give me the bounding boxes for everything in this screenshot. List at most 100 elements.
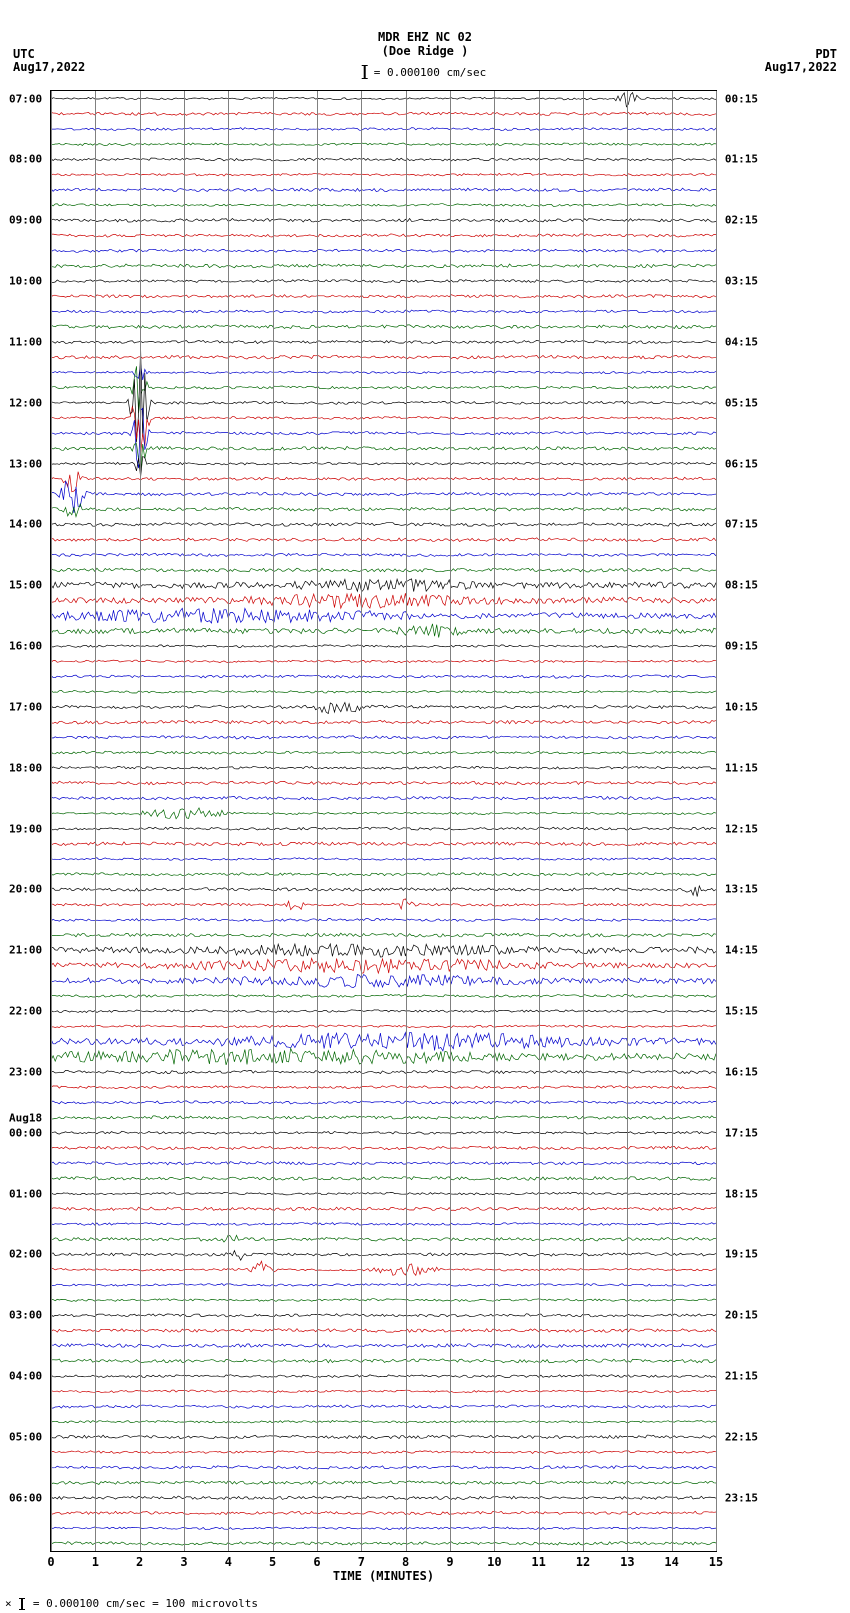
title-line1: MDR EHZ NC 02	[0, 30, 850, 44]
date-right: Aug17,2022	[765, 60, 837, 74]
footer-tick-icon: ×	[5, 1597, 12, 1610]
seismic-trace	[51, 1496, 716, 1500]
x-tick: 11	[531, 1555, 545, 1569]
scale-marker: = 0.000100 cm/sec	[364, 65, 487, 79]
seismic-trace	[51, 975, 716, 988]
y-left-label: 06:00	[9, 1491, 42, 1504]
y-right-label: 12:15	[725, 822, 758, 835]
seismic-trace	[51, 675, 716, 678]
scale-bar-icon	[364, 65, 366, 79]
seismic-trace	[51, 766, 716, 769]
grid-vline	[184, 91, 185, 1551]
seismic-trace	[51, 1207, 716, 1211]
seismic-trace	[51, 1177, 716, 1181]
seismic-trace	[51, 958, 716, 973]
footer-text: = 0.000100 cm/sec = 100 microvolts	[33, 1597, 258, 1610]
grid-vline	[672, 91, 673, 1551]
seismogram-plot: TIME (MINUTES) 012345678910111213141507:…	[50, 90, 717, 1552]
seismic-trace	[51, 310, 716, 313]
seismic-trace	[51, 538, 716, 542]
seismic-trace	[51, 1261, 716, 1275]
seismic-trace	[51, 797, 716, 800]
seismic-trace	[51, 660, 716, 663]
seismic-trace	[51, 219, 716, 223]
seismic-trace	[51, 899, 716, 910]
seismic-trace	[51, 1146, 716, 1149]
seismic-trace	[51, 1116, 716, 1119]
seismic-trace	[51, 720, 716, 724]
seismic-trace	[51, 173, 716, 176]
y-right-label: 07:15	[725, 518, 758, 531]
seismic-trace	[51, 827, 716, 830]
seismic-trace	[51, 1344, 716, 1348]
seismic-trace	[51, 1511, 716, 1514]
timezone-right: PDT	[815, 47, 837, 61]
seismic-trace	[51, 579, 716, 592]
y-right-label: 18:15	[725, 1187, 758, 1200]
seismic-trace	[51, 1223, 716, 1226]
y-right-label: 21:15	[725, 1370, 758, 1383]
y-left-label: 03:00	[9, 1309, 42, 1322]
timezone-left: UTC	[13, 47, 35, 61]
seismic-trace	[51, 348, 716, 442]
seismic-trace	[51, 1284, 716, 1287]
y-right-label: 16:15	[725, 1065, 758, 1078]
x-tick: 14	[664, 1555, 678, 1569]
y-left-label: 00:00	[9, 1126, 42, 1139]
seismic-trace	[51, 1421, 716, 1423]
seismic-trace	[51, 204, 716, 207]
grid-vline	[539, 91, 540, 1551]
y-right-label: 13:15	[725, 883, 758, 896]
seismic-trace	[51, 1451, 716, 1454]
seismic-trace	[51, 472, 716, 492]
y-right-label: 00:15	[725, 92, 758, 105]
seismic-trace	[51, 842, 716, 846]
seismic-trace	[51, 280, 716, 283]
seismogram-container: MDR EHZ NC 02 (Doe Ridge ) = 0.000100 cm…	[0, 0, 850, 1613]
grid-vline	[716, 91, 717, 1551]
y-left-label: 09:00	[9, 214, 42, 227]
seismic-trace	[51, 1299, 716, 1302]
y-left-label: 17:00	[9, 700, 42, 713]
y-left-label: 02:00	[9, 1248, 42, 1261]
seismic-trace	[51, 1192, 716, 1195]
seismic-trace	[51, 1481, 716, 1485]
y-right-label: 06:15	[725, 457, 758, 470]
footer-bar-icon	[21, 1598, 23, 1610]
seismic-trace	[51, 624, 716, 638]
grid-vline	[140, 91, 141, 1551]
grid-vline	[494, 91, 495, 1551]
x-tick: 10	[487, 1555, 501, 1569]
x-tick: 2	[136, 1555, 143, 1569]
y-left-label: 18:00	[9, 761, 42, 774]
y-left-label: 20:00	[9, 883, 42, 896]
date-left: Aug17,2022	[13, 60, 85, 74]
seismic-trace	[51, 1405, 716, 1408]
x-tick: 6	[313, 1555, 320, 1569]
seismic-trace	[51, 1101, 716, 1104]
seismic-trace	[51, 1466, 716, 1469]
seismic-trace	[51, 703, 716, 714]
seismic-trace	[51, 873, 716, 876]
y-right-label: 15:15	[725, 1005, 758, 1018]
seismic-trace	[51, 364, 716, 381]
seismic-trace	[51, 736, 716, 739]
x-tick: 8	[402, 1555, 409, 1569]
y-right-label: 03:15	[725, 275, 758, 288]
y-left-label: 04:00	[9, 1370, 42, 1383]
grid-vline	[228, 91, 229, 1551]
seismic-trace	[51, 264, 716, 268]
y-right-label: 08:15	[725, 579, 758, 592]
seismic-trace	[51, 143, 716, 146]
seismic-trace	[51, 1359, 716, 1363]
seismic-trace	[51, 593, 716, 608]
seismic-trace	[51, 1131, 716, 1134]
y-right-label: 01:15	[725, 153, 758, 166]
x-tick: 13	[620, 1555, 634, 1569]
grid-vline	[361, 91, 362, 1551]
seismic-trace	[51, 295, 716, 298]
seismic-trace	[51, 1375, 716, 1378]
y-left-label: 08:00	[9, 153, 42, 166]
y-left-label: 22:00	[9, 1005, 42, 1018]
seismic-trace	[51, 690, 716, 693]
